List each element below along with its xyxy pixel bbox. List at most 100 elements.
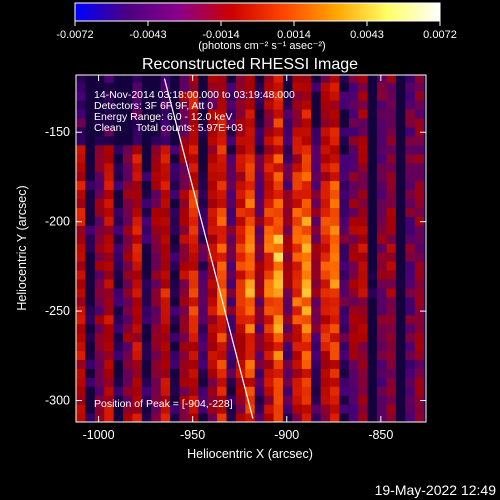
heatmap-cell <box>367 359 378 369</box>
heatmap-cell <box>235 162 246 173</box>
heatmap-cell <box>339 359 350 369</box>
heatmap-cell <box>414 207 425 217</box>
heatmap-cell <box>358 144 369 155</box>
heatmap-cell <box>188 261 199 271</box>
heatmap-cell <box>339 207 350 217</box>
heatmap-cell <box>414 332 425 343</box>
colorbar-ticks: -0.0072 -0.0043 -0.0014 0.0014 0.0043 0.0072 <box>56 21 457 41</box>
heatmap-cell <box>141 216 152 226</box>
heatmap-cell <box>339 75 350 83</box>
heatmap-cell <box>198 189 209 200</box>
heatmap-cell <box>348 386 359 396</box>
heatmap-cell <box>301 278 312 289</box>
heatmap-cell <box>424 162 426 173</box>
colorbar: -0.0072 -0.0043 -0.0014 0.0014 0.0043 0.0072 … <box>56 2 457 52</box>
heatmap-cell <box>245 296 256 307</box>
heatmap-cell <box>113 350 124 360</box>
heatmap-cell <box>113 207 124 217</box>
heatmap-cell <box>358 234 369 244</box>
heatmap-cell <box>377 341 388 352</box>
heatmap-cell <box>104 314 115 325</box>
heatmap-cell <box>414 386 425 396</box>
heatmap-cell <box>264 332 275 343</box>
heatmap-cell <box>395 243 406 253</box>
heatmap-cell <box>123 144 134 155</box>
heatmap-cell <box>245 314 256 325</box>
heatmap-cell <box>424 350 426 360</box>
heatmap-cell <box>207 234 218 244</box>
heatmap-cell <box>348 323 359 334</box>
heatmap-cell <box>358 126 369 137</box>
heatmap-cell <box>179 305 190 316</box>
heatmap-cell <box>151 144 162 155</box>
heatmap-cell <box>188 305 199 316</box>
heatmap-cell <box>245 386 256 396</box>
heatmap-cell <box>226 413 237 422</box>
heatmap-cell <box>320 216 331 226</box>
heatmap-cell <box>141 189 152 200</box>
heatmap-cell <box>245 287 256 298</box>
heatmap-cell <box>348 108 359 119</box>
heatmap-cell <box>395 359 406 369</box>
heatmap-cell <box>217 368 228 378</box>
heatmap-cell <box>320 287 331 298</box>
heatmap-cell <box>85 404 96 414</box>
heatmap-cell <box>123 252 134 262</box>
heatmap-cell <box>282 198 293 208</box>
heatmap-cell <box>151 225 162 235</box>
heatmap-cell <box>245 368 256 378</box>
heatmap-cell <box>217 180 228 191</box>
heatmap-cell <box>113 261 124 271</box>
heatmap-cell <box>264 144 275 155</box>
heatmap-cell <box>188 180 199 191</box>
heatmap-cell <box>123 82 134 92</box>
heatmap-cell <box>85 225 96 235</box>
heatmap-cell <box>424 359 426 369</box>
heatmap-cell <box>198 216 209 226</box>
heatmap-cell <box>188 287 199 298</box>
heatmap-cell <box>254 225 265 235</box>
heatmap-cell <box>132 296 143 307</box>
heatmap-cell <box>141 395 152 405</box>
heatmap-cell <box>245 126 256 137</box>
heatmap-cell <box>405 404 416 414</box>
heatmap-cell <box>179 395 190 405</box>
heatmap-cell <box>358 153 369 164</box>
heatmap-cell <box>348 198 359 208</box>
heatmap-cell <box>320 91 331 101</box>
heatmap-cell <box>292 261 303 271</box>
heatmap-cell <box>358 243 369 253</box>
heatmap-cell <box>273 225 284 235</box>
heatmap-cell <box>123 287 134 298</box>
heatmap-cell <box>160 180 171 191</box>
heatmap-cell <box>301 91 312 101</box>
heatmap-cell <box>170 126 181 137</box>
heatmap-cell <box>141 386 152 396</box>
heatmap-cell <box>311 261 322 271</box>
heatmap-cell <box>207 189 218 200</box>
heatmap-cell <box>132 243 143 253</box>
heatmap-cell <box>282 305 293 316</box>
heatmap-cell <box>254 341 265 352</box>
heatmap-cell <box>405 413 416 422</box>
heatmap-cell <box>292 162 303 173</box>
heatmap-cell <box>424 305 426 316</box>
heatmap-cell <box>207 314 218 325</box>
y-tick-label: -300 <box>45 394 70 408</box>
heatmap-cell <box>123 180 134 191</box>
heatmap-cell <box>151 135 162 146</box>
heatmap-cell <box>386 413 397 422</box>
heatmap-cell <box>235 332 246 343</box>
heatmap-cell <box>358 323 369 334</box>
heatmap-cell <box>264 153 275 164</box>
heatmap-cell <box>113 91 124 101</box>
heatmap-cell <box>94 82 105 92</box>
heatmap-cell <box>348 404 359 414</box>
heatmap-cell <box>377 117 388 128</box>
heatmap-cell <box>85 162 96 173</box>
heatmap-cell <box>245 323 256 334</box>
heatmap-cell <box>76 314 87 325</box>
heatmap-cell <box>386 386 397 396</box>
heatmap-cell <box>170 189 181 200</box>
heatmap-cell <box>160 269 171 280</box>
